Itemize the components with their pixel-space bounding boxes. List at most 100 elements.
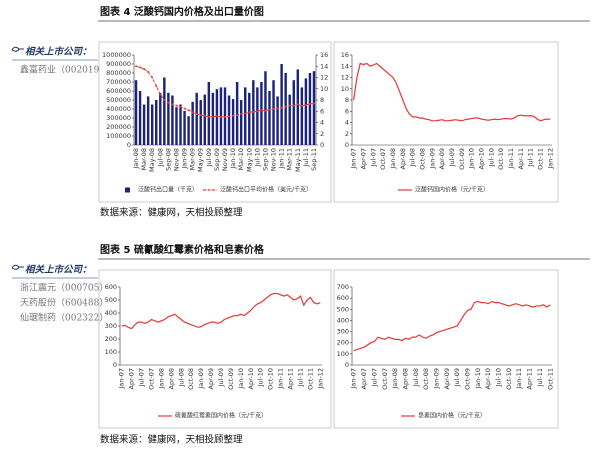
bar — [284, 73, 287, 145]
x-tick-label: Jan-08 — [157, 368, 165, 390]
x-tick-label: Jul-07 — [138, 368, 146, 387]
bar — [296, 69, 300, 145]
chart-frame — [98, 269, 332, 429]
company: 鑫富药业（002019 — [20, 64, 100, 76]
y-tick-label: 12 — [341, 74, 349, 82]
line-marker — [167, 101, 170, 104]
line-marker — [244, 112, 247, 115]
bar — [142, 104, 146, 145]
line-marker — [264, 109, 267, 112]
bar — [260, 82, 263, 145]
line-marker — [199, 114, 202, 117]
x-tick-label: Apr-11 — [526, 368, 534, 389]
y-tick-label: 600000 — [106, 87, 131, 95]
x-tick-label: Jul-10 — [257, 368, 265, 387]
line-marker — [224, 115, 226, 118]
companies-heading: 相关上市公司： — [25, 46, 92, 58]
y-tick-label: 0 — [113, 361, 117, 369]
x-tick-label: Oct-11 — [546, 368, 554, 390]
source: 数据来源：健康网，天相投顾整理 — [100, 207, 243, 219]
x-tick-label: Jul-11 — [536, 368, 544, 387]
x-tick-label: Mar-10 — [237, 148, 245, 170]
x-tick-label: Nov-09 — [221, 148, 229, 171]
legend-label: 泛酸钙出口量（千克） — [138, 186, 198, 194]
y-tick-label: 300 — [337, 328, 349, 336]
line-marker — [260, 109, 263, 112]
bar — [195, 92, 198, 145]
line-marker — [272, 108, 275, 110]
x-tick-label: Jan-07 — [350, 368, 358, 390]
x-tick-label: Jan-08 — [132, 148, 140, 170]
x-tick-label: Jan-10 — [229, 148, 237, 170]
x-tick-label: Nov-10 — [270, 148, 278, 171]
x-tick-label: Apr-08 — [401, 368, 409, 389]
bar — [248, 92, 251, 145]
companies-heading: 相关上市公司： — [25, 264, 92, 276]
line-marker — [248, 111, 251, 114]
bar — [171, 95, 174, 145]
x-tick-label: May-08 — [148, 148, 156, 172]
x-tick-label: May-10 — [245, 148, 253, 172]
x-tick-label: Jul-09 — [205, 148, 213, 167]
bar — [288, 94, 291, 145]
x-tick-label: Oct-09 — [458, 148, 466, 170]
bar — [292, 80, 295, 145]
x-tick-label: Oct-07 — [381, 368, 389, 390]
x-tick-label: Mar-09 — [189, 148, 197, 170]
y2-tick-label: 0 — [320, 141, 324, 149]
legend-swatch — [125, 187, 130, 193]
y-tick-label: 400 — [337, 316, 349, 324]
x-tick-label: Apr-08 — [167, 368, 175, 389]
line-marker — [219, 115, 222, 118]
line-marker — [292, 104, 295, 107]
x-tick-label: Jan-09 — [197, 368, 205, 390]
company: 浙江震元（000705） — [20, 282, 108, 294]
bar — [239, 100, 243, 145]
y-tick-label: 700000 — [106, 78, 131, 86]
line-marker — [171, 103, 174, 106]
x-tick-label: Oct-07 — [379, 148, 387, 170]
x-tick-label: Sep-10 — [261, 148, 269, 171]
y-tick-label: 600 — [337, 294, 349, 302]
line-marker — [240, 113, 243, 116]
y2-tick-label: 6 — [320, 107, 324, 115]
x-tick-label: Oct-10 — [267, 368, 275, 390]
y-tick-label: 900000 — [106, 60, 131, 68]
x-tick-label: Oct-08 — [418, 148, 426, 170]
y-tick-label: 200 — [337, 339, 349, 347]
line-marker — [215, 115, 218, 118]
x-tick-label: Jan-09 — [428, 148, 436, 170]
x-tick-label: Jan-08 — [391, 368, 399, 390]
bar — [280, 64, 283, 145]
x-tick-label: Sep-11 — [310, 148, 318, 171]
y-tick-label: 10 — [341, 85, 349, 93]
x-tick-label: Jan-10 — [468, 148, 476, 170]
y-tick-label: 0 — [127, 141, 131, 149]
y-tick-label: 100000 — [106, 132, 131, 140]
line-marker — [163, 99, 166, 101]
line-marker — [236, 114, 239, 117]
y2-tick-label: 4 — [320, 119, 324, 127]
line-marker — [228, 115, 231, 118]
x-tick-label: Apr-09 — [438, 148, 446, 169]
y-tick-label: 100 — [337, 350, 349, 358]
bar — [308, 73, 312, 145]
y-tick-label: 700 — [337, 283, 349, 291]
y-tick-label: 200000 — [106, 123, 131, 131]
y2-tick-label: 16 — [320, 51, 328, 59]
x-tick-label: Jul-11 — [296, 368, 304, 387]
line-marker — [187, 109, 190, 112]
line-marker — [191, 111, 194, 114]
chart-frame — [333, 41, 559, 203]
x-tick-label: May-09 — [197, 148, 205, 172]
line-marker — [304, 104, 307, 107]
y-tick-label: 8 — [345, 96, 349, 104]
bar — [231, 99, 235, 145]
bar — [312, 71, 316, 145]
line-marker — [276, 107, 279, 110]
line-marker — [312, 102, 315, 105]
x-tick-label: Jan-12 — [316, 368, 324, 390]
y2-tick-label: 10 — [320, 85, 328, 93]
x-tick-label: Apr-07 — [128, 368, 136, 389]
